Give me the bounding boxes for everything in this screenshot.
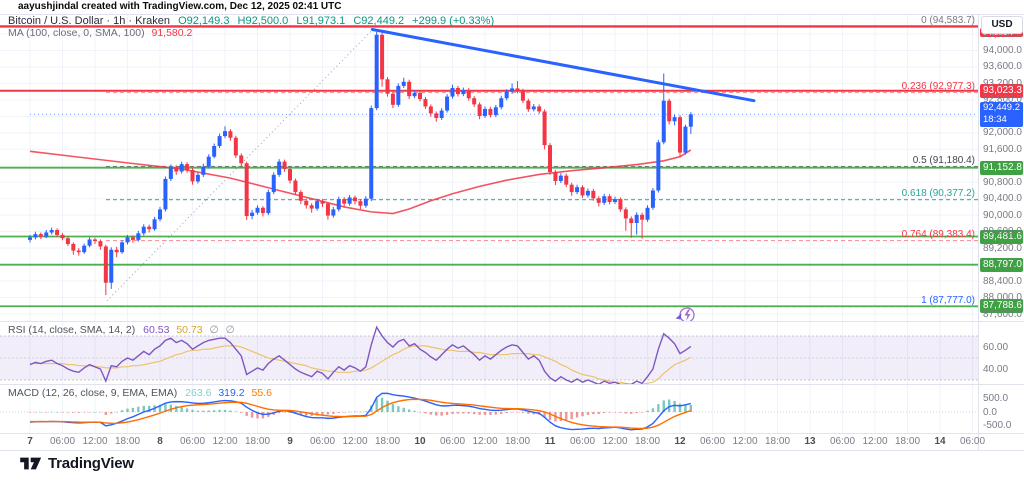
level-price-label-red: 93,023.3 (980, 83, 1023, 98)
price-tick-label: 88,400.0 (983, 275, 1022, 287)
fib-label-0: 0 (94,583.7) (921, 14, 975, 26)
time-tick-label: 06:00 (439, 436, 466, 447)
time-tick-label: 12:00 (602, 436, 628, 447)
macd-study-label: MACD (12, 26, close, 9, EMA, EMA) (8, 387, 178, 399)
support-price-label-4: 87,788.6 (980, 299, 1023, 314)
support-price-label-1: 91,152.8 (980, 160, 1023, 175)
rsi-pane-separator[interactable] (0, 321, 1024, 322)
last-price-value: 92,449.2 (983, 102, 1020, 114)
time-tick-label: 06:00 (959, 436, 986, 447)
ma-study-header: MA (100, close, 0, SMA, 100) 91,580.2 (8, 27, 192, 39)
macd-signal-value: 55.6 (251, 387, 272, 399)
rsi-ma-value: 50.73 (176, 324, 203, 336)
time-tick-label: 8 (157, 436, 163, 447)
rsi-value: 60.53 (143, 324, 170, 336)
symbol-title: Bitcoin / U.S. Dollar · 1h · Kraken (8, 15, 171, 27)
macd-value: 319.2 (218, 387, 245, 399)
price-tick-label: 88,000.0 (983, 292, 1022, 304)
last-price-label: 92,449.2 18:34 (980, 102, 1023, 128)
time-tick-label: 06:00 (179, 436, 206, 447)
time-tick-label: 9 (287, 436, 293, 447)
bar-countdown: 18:34 (983, 114, 1007, 126)
price-tick-label: 500.0 (983, 393, 1009, 405)
price-tick-label: 89,200.0 (983, 242, 1022, 254)
price-tick-label: 40.00 (983, 363, 1009, 375)
time-tick-label: 10 (414, 436, 426, 447)
time-tick-label: 7 (27, 436, 33, 447)
tradingview-logo-icon (20, 457, 42, 470)
price-tick-label: 0.0 (983, 406, 997, 418)
time-tick-label: 12:00 (212, 436, 238, 447)
price-tick-label: -500.0 (983, 419, 1012, 431)
price-tick-label: 90,000.0 (983, 209, 1022, 221)
ohlc-open: O92,149.3 (178, 15, 230, 27)
price-tick-label: 92,800.0 (983, 94, 1022, 106)
fib-label-50: 0.5 (91,180.4) (912, 155, 975, 167)
time-tick-label: 12:00 (472, 436, 498, 447)
tradingview-logo[interactable]: TradingView (20, 455, 134, 472)
fib-label-618: 0.618 (90,377.2) (901, 188, 975, 200)
fib-label-100: 1 (87,777.0) (921, 295, 975, 307)
price-tick-label: 94,400.0 (983, 28, 1022, 40)
price-tick-label: 87,600.0 (983, 308, 1022, 320)
price-tick-label: 89,600.0 (983, 226, 1022, 238)
time-tick-label: 14 (934, 436, 946, 447)
time-tick-label: 12:00 (342, 436, 368, 447)
flash-icon[interactable] (675, 307, 695, 322)
price-tick-label: 93,200.0 (983, 77, 1022, 89)
tradingview-logo-text: TradingView (48, 455, 134, 472)
fib-label-764: 0.764 (89,383.4) (901, 229, 975, 241)
support-price-label-3: 88,797.0 (980, 257, 1023, 272)
time-tick-label: 11 (544, 436, 556, 447)
price-tick-label: 92,000.0 (983, 127, 1022, 139)
ohlc-close: C92,449.2 (353, 15, 405, 27)
attribution-text: aayushjindal created with TradingView.co… (18, 1, 342, 12)
time-tick-label: 06:00 (829, 436, 856, 447)
ohlc-low: L91,973.1 (296, 15, 346, 27)
time-tick-label: 13 (804, 436, 816, 447)
time-axis-border (0, 433, 1024, 434)
time-tick-label: 18:00 (374, 436, 401, 447)
time-tick-label: 06:00 (699, 436, 726, 447)
support-price-label-2: 89,481.6 (980, 229, 1023, 244)
macd-study-header: MACD (12, 26, close, 9, EMA, EMA) 263.6 … (8, 387, 272, 399)
price-change: +299.9 (+0.33%) (412, 15, 495, 27)
ohlc-high: H92,500.0 (237, 15, 289, 27)
time-tick-label: 18:00 (504, 436, 531, 447)
time-tick-label: 06:00 (49, 436, 76, 447)
price-tick-label: 94,000.0 (983, 44, 1022, 56)
ma-study-label: MA (100, close, 0, SMA, 100) (8, 27, 145, 39)
time-tick-label: 18:00 (634, 436, 661, 447)
time-tick-label: 12:00 (862, 436, 888, 447)
time-tick-label: 18:00 (764, 436, 791, 447)
time-tick-label: 12:00 (732, 436, 758, 447)
price-tick-label: 60.00 (983, 341, 1009, 353)
ma-study-value: 91,580.2 (151, 27, 193, 39)
rsi-band-hidden2: ∅ (225, 324, 235, 336)
rsi-study-header: RSI (14, close, SMA, 14, 2) 60.53 50.73 … (8, 324, 235, 336)
price-tick-label: 93,600.0 (983, 61, 1022, 73)
rsi-band-hidden: ∅ (209, 324, 219, 336)
time-tick-label: 06:00 (569, 436, 596, 447)
price-axis-border (978, 14, 979, 450)
time-tick-label: 06:00 (309, 436, 336, 447)
time-tick-label: 18:00 (894, 436, 921, 447)
chart-bottom-border (0, 450, 1024, 451)
macd-pane-separator[interactable] (0, 384, 1024, 385)
fib-label-236: 0.236 (92,977.3) (901, 81, 975, 93)
symbol-header: Bitcoin / U.S. Dollar · 1h · Kraken O92,… (8, 15, 494, 27)
time-tick-label: 12 (674, 436, 686, 447)
rsi-study-label: RSI (14, close, SMA, 14, 2) (8, 324, 136, 336)
price-tick-label: 90,400.0 (983, 193, 1022, 205)
currency-toggle-button[interactable]: USD (981, 16, 1023, 34)
time-tick-label: 18:00 (114, 436, 141, 447)
macd-hist-value: 263.6 (185, 387, 212, 399)
time-tick-label: 18:00 (244, 436, 271, 447)
price-tick-label: 90,800.0 (983, 176, 1022, 188)
price-tick-label: 91,600.0 (983, 143, 1022, 155)
time-tick-label: 12:00 (82, 436, 108, 447)
chart-top-border (0, 14, 1024, 15)
